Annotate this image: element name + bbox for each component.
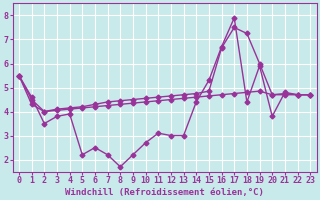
X-axis label: Windchill (Refroidissement éolien,°C): Windchill (Refroidissement éolien,°C) xyxy=(65,188,264,197)
